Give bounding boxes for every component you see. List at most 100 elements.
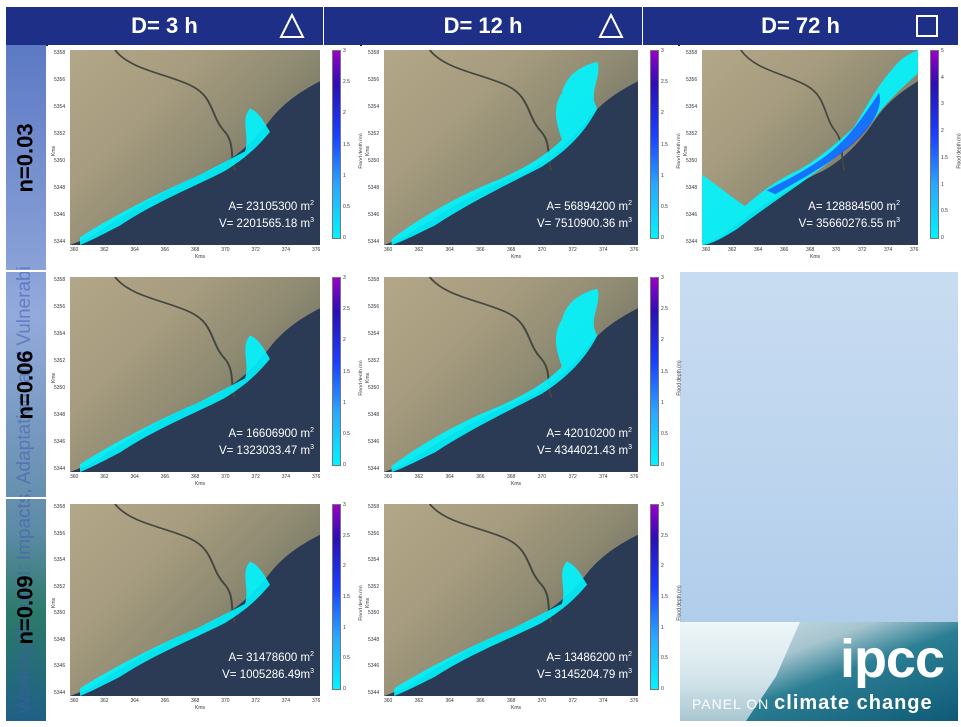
y-tick-label: 5352 xyxy=(368,358,380,364)
colorbar-tick-label: 0 xyxy=(661,235,664,241)
y-tick-label: 5352 xyxy=(54,131,66,137)
y-tick-label: 5344 xyxy=(368,466,380,472)
map-panel-r2c2: A= 42010200 m2 V= 4344021.43 m3 5358 5356 53… xyxy=(362,272,683,497)
colorbar-label: Flood depth (m) xyxy=(956,132,961,169)
x-tick-label: 362 xyxy=(100,474,109,480)
row-label-n003: n=0.03 xyxy=(13,122,39,193)
colorbar-tick-label: 0 xyxy=(343,235,346,241)
y-tick-label: 5352 xyxy=(54,358,66,364)
y-tick-label: 5348 xyxy=(368,636,380,643)
area-line: A= 31478600 m2 xyxy=(228,651,314,665)
x-tick-label: 364 xyxy=(754,247,763,253)
volume-line: V= 35660276.55 m3 xyxy=(798,217,900,230)
colorbar-tick-label: 3 xyxy=(661,48,664,54)
y-tick-label: 5358 xyxy=(686,50,698,56)
row-divider xyxy=(6,497,46,499)
x-tick-label: 370 xyxy=(537,474,547,480)
x-tick-label: 372 xyxy=(251,698,260,704)
x-tick-label: 362 xyxy=(414,247,424,253)
colorbar-tick-label: 3 xyxy=(661,275,664,281)
x-tick-label: 364 xyxy=(445,247,454,253)
x-tick-label: 370 xyxy=(221,247,230,253)
flood-stats: A= 31478600 m2 V= 1005286.49m3 xyxy=(222,648,314,682)
y-tick-label: 5356 xyxy=(54,530,66,537)
row-label-n006: n=0.06 xyxy=(13,349,39,420)
x-tick-label: 372 xyxy=(568,247,577,253)
map-panel-r1c1: A= 23105300 m2 V= 2201565.18 m3 5358 5356 53… xyxy=(48,45,365,270)
flood-stats: A= 56894200 m2 V= 7510900.36 m3 xyxy=(537,197,632,231)
x-tick-label: 364 xyxy=(130,474,139,480)
colorbar-tick-label: 2 xyxy=(343,337,346,344)
x-tick-label: 364 xyxy=(445,698,454,704)
column-header-d12: D= 12 h xyxy=(324,7,643,45)
x-tick-label: 362 xyxy=(100,247,109,253)
flood-extent xyxy=(80,561,270,696)
y-axis-label: Kms xyxy=(365,145,371,156)
map-panel-r2c1: A= 16606900 m2 V= 1323033.47 m3 5358 5356 53… xyxy=(48,272,365,497)
x-axis-label: Kms xyxy=(195,705,205,711)
y-tick-label: 5356 xyxy=(686,77,698,83)
volume-line: V= 2201565.18 m3 xyxy=(218,217,314,230)
sea-area xyxy=(384,81,638,245)
flood-stats: A= 23105300 m2 V= 2201565.18 m3 xyxy=(219,197,314,231)
x-tick-label: 360 xyxy=(70,247,79,253)
y-axis-label: Kms xyxy=(683,145,689,156)
y-tick-label: 5354 xyxy=(54,104,66,110)
satellite-map: A= 128884500 m2 V= 35660276.55 m3 xyxy=(702,50,918,245)
y-tick-label: 5354 xyxy=(54,557,66,564)
colorbar-tick-label: 1 xyxy=(661,624,664,631)
sea-area xyxy=(702,81,918,245)
colorbar-tick-label: 1 xyxy=(343,399,346,406)
x-tick-label: 366 xyxy=(476,474,485,480)
y-tick-label: 5354 xyxy=(686,104,698,110)
y-axis-label: Kms xyxy=(51,372,57,383)
colorbar-tick-label: 2.5 xyxy=(661,79,668,86)
x-tick-label: 372 xyxy=(568,698,577,704)
column-header-d3: D= 3 h xyxy=(6,7,324,45)
x-tick-label: 368 xyxy=(191,698,200,704)
colorbar-tick-label: 2 xyxy=(941,128,944,135)
x-tick-label: 374 xyxy=(281,698,291,704)
x-tick-label: 362 xyxy=(728,247,737,253)
right-background xyxy=(680,272,958,622)
y-tick-label: 5346 xyxy=(54,663,66,670)
y-tick-label: 5358 xyxy=(54,50,66,56)
square-icon xyxy=(916,15,938,37)
x-tick-label: 366 xyxy=(160,474,170,480)
flood-extent xyxy=(80,335,270,472)
colorbar-tick-label: 2 xyxy=(661,110,664,117)
x-tick-label: 374 xyxy=(884,247,893,253)
x-tick-label: 370 xyxy=(221,474,230,480)
volume-line: V= 3145204.79 m3 xyxy=(536,668,632,681)
colorbar-tick-label: 1.5 xyxy=(343,594,350,600)
colorbar-tick-label: 1.5 xyxy=(661,368,668,375)
triangle-icon xyxy=(279,13,305,38)
satellite-map: A= 16606900 m2 V= 1323033.47 m3 xyxy=(70,277,320,472)
area-line: A= 16606900 m2 xyxy=(228,427,314,441)
y-tick-label: 5352 xyxy=(686,131,698,137)
x-tick-label: 370 xyxy=(832,247,841,253)
x-tick-label: 372 xyxy=(251,474,260,480)
colorbar-tick-label: 1 xyxy=(661,399,664,406)
y-tick-label: 5352 xyxy=(54,583,66,590)
colorbar-tick-label: 5 xyxy=(941,48,944,54)
y-axis-label: Kms xyxy=(365,598,371,608)
y-tick-label: 5344 xyxy=(368,690,380,696)
x-tick-label: 368 xyxy=(806,247,815,253)
sea-area xyxy=(384,534,638,696)
y-tick-label: 5358 xyxy=(54,277,66,283)
y-tick-label: 5346 xyxy=(368,439,380,445)
x-tick-label: 366 xyxy=(780,247,789,253)
colorbar-tick-label: 0 xyxy=(661,686,664,692)
river-line xyxy=(114,504,236,624)
flood-extent xyxy=(80,108,270,245)
x-axis-label: Kms xyxy=(195,481,205,487)
y-tick-label: 5348 xyxy=(686,185,698,191)
colorbar-tick-label: 4 xyxy=(941,74,944,81)
x-tick-label: 364 xyxy=(445,474,454,480)
colorbar-tick-label: 3 xyxy=(941,101,944,108)
flood-depth-colorbar xyxy=(332,277,341,466)
y-tick-label: 5350 xyxy=(54,385,66,391)
river-line xyxy=(428,50,553,172)
sea-area xyxy=(70,308,320,472)
